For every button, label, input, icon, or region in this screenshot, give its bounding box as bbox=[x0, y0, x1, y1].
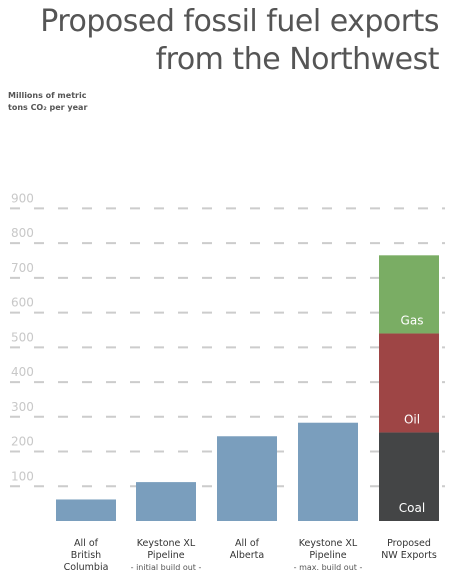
category-label-2-line-1: Keystone XL bbox=[137, 538, 196, 549]
y-tick-200: 200 bbox=[11, 435, 34, 449]
category-label-1-line-2: British bbox=[71, 550, 101, 561]
y-tick-700: 700 bbox=[11, 261, 34, 275]
stack-segment-coal bbox=[379, 432, 439, 521]
stack-label-gas: Gas bbox=[401, 313, 424, 327]
y-axis-label-line-2: tons CO₂ per year bbox=[8, 103, 88, 112]
stack-segment-oil bbox=[379, 333, 439, 433]
category-label-5-line-2: NW Exports bbox=[381, 550, 437, 561]
category-label-2-line-2: Pipeline bbox=[147, 550, 184, 561]
y-tick-500: 500 bbox=[11, 330, 34, 344]
category-label-5-line-1: Proposed bbox=[387, 538, 431, 549]
stack-segment-gas bbox=[379, 255, 439, 334]
bar-3 bbox=[217, 436, 277, 521]
y-tick-900: 900 bbox=[11, 191, 34, 205]
category-label-1-line-1: All of bbox=[74, 538, 99, 549]
y-tick-400: 400 bbox=[11, 365, 34, 379]
stack-label-coal: Coal bbox=[399, 501, 425, 515]
y-tick-600: 600 bbox=[11, 296, 34, 310]
category-label-1-line-3: Columbia bbox=[64, 562, 109, 573]
category-label-4-line-2: Pipeline bbox=[309, 550, 346, 561]
category-sublabel-4: - max. build out - bbox=[294, 563, 363, 572]
y-axis-label: Millions of metric tons CO₂ per year bbox=[8, 90, 87, 114]
category-label-3-line-1: All of bbox=[235, 538, 260, 549]
chart-title-line-2: from the Northwest bbox=[155, 42, 440, 77]
bar-4 bbox=[298, 422, 358, 521]
stack-label-oil: Oil bbox=[404, 412, 420, 426]
chart-title-line-1: Proposed fossil fuel exports bbox=[40, 4, 439, 39]
bar-2 bbox=[136, 482, 196, 521]
category-sublabel-2: - initial build out - bbox=[131, 563, 202, 572]
y-axis-label-line-1: Millions of metric bbox=[8, 91, 87, 100]
bar-1 bbox=[56, 499, 116, 521]
y-tick-100: 100 bbox=[11, 469, 34, 483]
y-tick-300: 300 bbox=[11, 400, 34, 414]
category-label-3-line-2: Alberta bbox=[230, 550, 264, 561]
category-label-4-line-1: Keystone XL bbox=[299, 538, 358, 549]
y-tick-800: 800 bbox=[11, 226, 34, 240]
